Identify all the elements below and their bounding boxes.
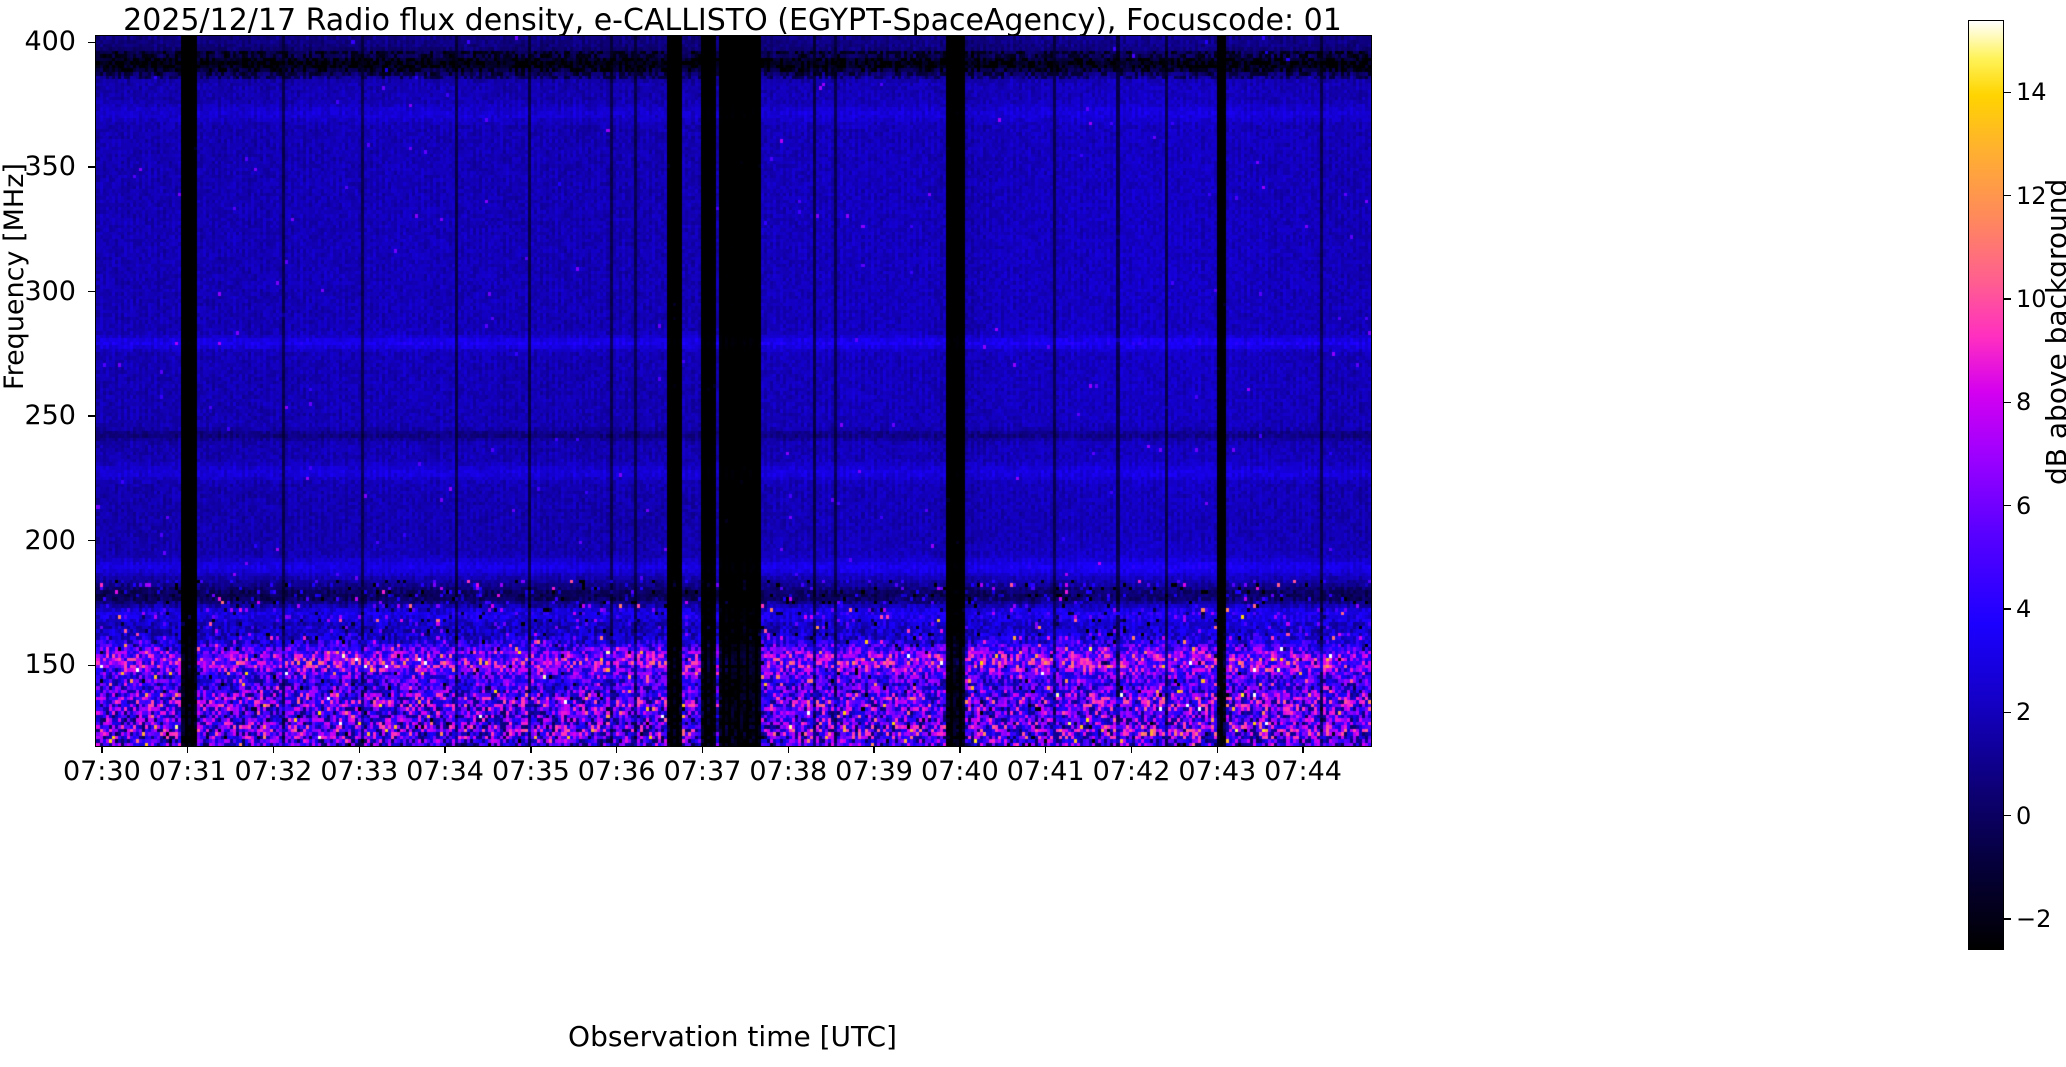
colorbar-tick-mark: [2004, 91, 2011, 94]
x-tick-mark: [1302, 746, 1304, 753]
colorbar-tick-mark: [2004, 298, 2011, 300]
y-tick-mark: [88, 41, 95, 44]
x-tick-label: 07:34: [406, 756, 484, 787]
colorbar-tick-mark: [2004, 711, 2011, 714]
y-tick-label: 300: [24, 275, 76, 307]
chart-title: 2025/12/17 Radio flux density, e-CALLIST…: [123, 3, 1342, 38]
x-tick-label: 07:36: [577, 756, 656, 787]
x-tick-label: 07:42: [1092, 756, 1171, 787]
x-tick-label: 07:32: [234, 756, 313, 787]
y-tick-label: 250: [24, 400, 76, 432]
x-tick-label: 07:35: [491, 756, 570, 787]
colorbar-tick-label: 0: [2016, 801, 2032, 830]
x-tick-label: 07:37: [663, 756, 742, 787]
x-tick-mark: [186, 746, 189, 753]
x-tick-mark: [101, 746, 103, 753]
colorbar-tick-mark: [2004, 504, 2011, 507]
colorbar-tick-label: 12: [2016, 181, 2047, 210]
x-tick-mark: [873, 746, 875, 753]
colorbar-tick-label: 10: [2016, 285, 2047, 313]
x-tick-label: 07:31: [148, 756, 227, 787]
y-tick-label: 150: [24, 649, 76, 681]
x-tick-mark: [1130, 746, 1133, 753]
colorbar-tick-mark: [2004, 608, 2011, 610]
colorbar[interactable]: [1968, 20, 2004, 950]
y-tick-label: 200: [24, 524, 76, 556]
colorbar-gradient: [1968, 20, 2004, 950]
colorbar-tick-label: −2: [2016, 905, 2052, 933]
x-tick-label: 07:43: [1178, 756, 1257, 787]
colorbar-tick-label: 8: [2016, 388, 2032, 417]
spectrogram-image: [96, 36, 1371, 746]
x-tick-mark: [787, 746, 789, 753]
spectrogram-plot-area[interactable]: [95, 35, 1372, 747]
colorbar-tick-mark: [2004, 194, 2011, 197]
colorbar-tick-mark: [2004, 401, 2011, 404]
x-tick-mark: [1216, 746, 1218, 753]
y-tick-mark: [88, 540, 95, 542]
x-tick-mark: [615, 746, 618, 753]
colorbar-tick-mark: [2004, 918, 2011, 920]
y-tick-label: 400: [24, 26, 76, 58]
x-tick-mark: [444, 746, 446, 753]
colorbar-tick-label: 2: [2016, 698, 2032, 727]
y-tick-label: 350: [24, 151, 76, 183]
y-tick-mark: [88, 290, 95, 293]
x-tick-label: 07:39: [835, 756, 913, 787]
y-tick-mark: [88, 664, 95, 666]
x-tick-mark: [272, 746, 275, 753]
colorbar-tick-mark: [2004, 814, 2011, 817]
colorbar-label: dB above background: [2040, 178, 2066, 485]
x-tick-mark: [959, 746, 961, 753]
x-tick-label: 07:41: [1006, 756, 1085, 787]
x-tick-mark: [358, 746, 360, 753]
x-tick-label: 07:33: [320, 756, 399, 787]
x-axis-label: Observation time [UTC]: [568, 1020, 897, 1053]
colorbar-tick-label: 4: [2016, 595, 2032, 623]
colorbar-tick-label: 6: [2016, 491, 2032, 520]
x-tick-label: 07:38: [749, 756, 828, 787]
colorbar-tick-label: 14: [2016, 78, 2047, 107]
x-tick-label: 07:40: [920, 756, 999, 787]
y-tick-mark: [88, 415, 95, 417]
x-tick-mark: [530, 746, 532, 753]
x-tick-label: 07:44: [1264, 756, 1342, 787]
y-tick-mark: [88, 166, 95, 168]
x-tick-mark: [701, 746, 704, 753]
x-tick-label: 07:30: [62, 756, 141, 787]
x-tick-mark: [1044, 746, 1047, 753]
